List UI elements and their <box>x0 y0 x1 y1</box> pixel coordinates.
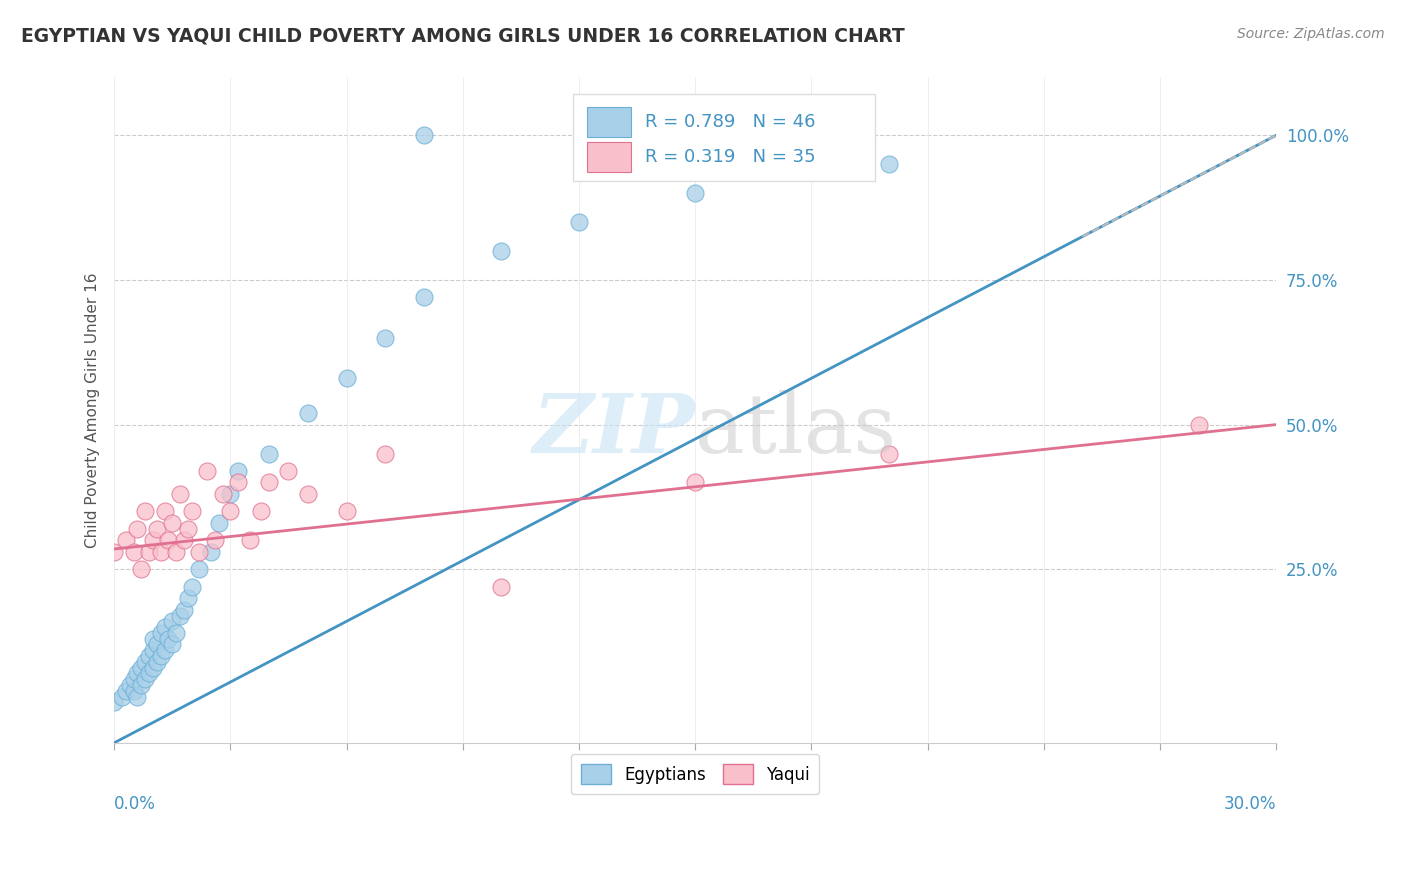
Point <box>188 562 211 576</box>
Point <box>153 504 176 518</box>
Point <box>162 516 184 530</box>
Point <box>219 504 242 518</box>
Point <box>122 545 145 559</box>
Text: EGYPTIAN VS YAQUI CHILD POVERTY AMONG GIRLS UNDER 16 CORRELATION CHART: EGYPTIAN VS YAQUI CHILD POVERTY AMONG GI… <box>21 27 905 45</box>
Point <box>239 533 262 548</box>
Text: R = 0.789   N = 46: R = 0.789 N = 46 <box>645 113 815 131</box>
Text: 30.0%: 30.0% <box>1223 795 1277 813</box>
FancyBboxPatch shape <box>588 107 631 137</box>
Point <box>568 215 591 229</box>
Point <box>153 620 176 634</box>
Point <box>374 446 396 460</box>
Point <box>127 690 149 704</box>
Point <box>157 533 180 548</box>
Point <box>118 678 141 692</box>
Point <box>142 533 165 548</box>
Point <box>195 464 218 478</box>
Point <box>683 186 706 201</box>
Point <box>165 626 187 640</box>
Point <box>138 666 160 681</box>
Point <box>146 655 169 669</box>
Point <box>122 683 145 698</box>
Point <box>169 608 191 623</box>
Text: atlas: atlas <box>695 390 897 470</box>
Point <box>250 504 273 518</box>
Point <box>134 504 156 518</box>
Point <box>114 683 136 698</box>
Text: 0.0%: 0.0% <box>114 795 156 813</box>
Point <box>1188 417 1211 432</box>
Point <box>277 464 299 478</box>
Point <box>297 406 319 420</box>
Point <box>114 533 136 548</box>
Point <box>127 522 149 536</box>
Point <box>138 545 160 559</box>
Point <box>129 660 152 674</box>
Point <box>111 690 134 704</box>
Point <box>134 672 156 686</box>
Point <box>257 475 280 490</box>
Point <box>257 446 280 460</box>
Point <box>297 487 319 501</box>
Point <box>173 533 195 548</box>
Point <box>165 545 187 559</box>
Point <box>208 516 231 530</box>
Point <box>180 504 202 518</box>
Point <box>491 580 513 594</box>
Point <box>153 643 176 657</box>
Point <box>149 626 172 640</box>
Point <box>413 128 436 143</box>
Point <box>127 666 149 681</box>
Point <box>335 371 357 385</box>
Point <box>122 672 145 686</box>
Point <box>188 545 211 559</box>
Point <box>226 475 249 490</box>
Text: ZIP: ZIP <box>533 390 695 470</box>
Point <box>162 615 184 629</box>
Point <box>413 290 436 304</box>
Point <box>877 446 900 460</box>
Point <box>177 591 200 606</box>
Point <box>138 648 160 663</box>
Point <box>877 157 900 171</box>
FancyBboxPatch shape <box>588 143 631 172</box>
Legend: Egyptians, Yaqui: Egyptians, Yaqui <box>571 754 820 795</box>
Point <box>146 637 169 651</box>
Point <box>180 580 202 594</box>
Point <box>149 648 172 663</box>
Point <box>226 464 249 478</box>
Point <box>335 504 357 518</box>
Point <box>103 545 125 559</box>
Point <box>129 562 152 576</box>
Point <box>211 487 233 501</box>
Point <box>142 632 165 646</box>
Point <box>142 660 165 674</box>
Point <box>173 603 195 617</box>
Point <box>204 533 226 548</box>
Point <box>683 475 706 490</box>
Y-axis label: Child Poverty Among Girls Under 16: Child Poverty Among Girls Under 16 <box>86 272 100 548</box>
Point <box>129 678 152 692</box>
Point <box>134 655 156 669</box>
Point <box>103 695 125 709</box>
FancyBboxPatch shape <box>574 94 876 180</box>
Text: Source: ZipAtlas.com: Source: ZipAtlas.com <box>1237 27 1385 41</box>
Point <box>491 244 513 258</box>
Text: R = 0.319   N = 35: R = 0.319 N = 35 <box>645 148 815 166</box>
Point <box>146 522 169 536</box>
Point <box>157 632 180 646</box>
Point <box>142 643 165 657</box>
Point <box>374 331 396 345</box>
Point <box>219 487 242 501</box>
Point <box>177 522 200 536</box>
Point <box>162 637 184 651</box>
Point <box>200 545 222 559</box>
Point <box>169 487 191 501</box>
Point <box>149 545 172 559</box>
